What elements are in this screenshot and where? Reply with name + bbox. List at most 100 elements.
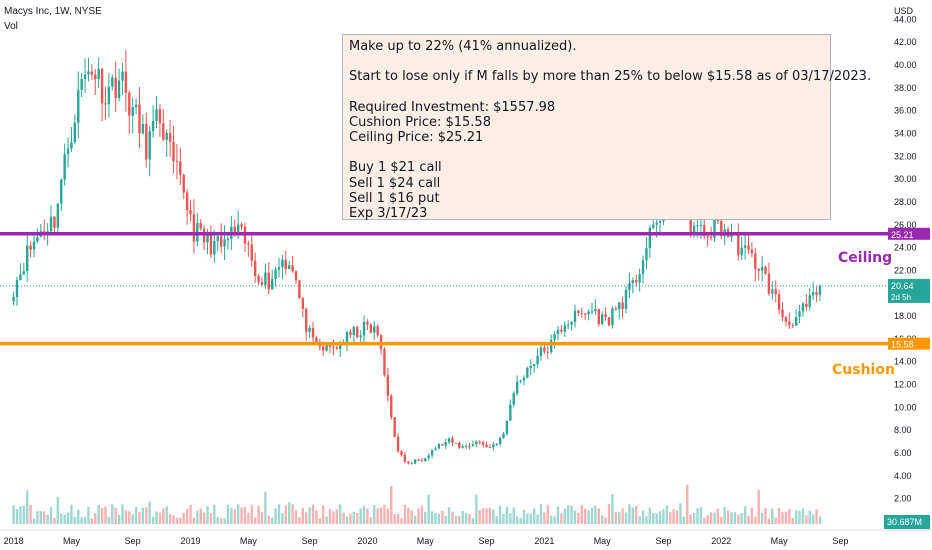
volume-bar [635,505,638,524]
candle-body [66,148,70,155]
candle-body [325,345,328,351]
candle-body [226,238,230,240]
volume-bar [464,513,468,524]
candle-body [73,122,77,143]
volume-bar [19,506,22,524]
volume-bar [400,518,403,524]
volume-bar [349,513,352,524]
volume-bar [53,518,56,524]
volume-bar [39,511,43,524]
candle-body [332,346,335,348]
volume-bar [219,518,223,524]
candle-body [247,243,250,245]
volume-bar [682,516,686,524]
candle-body [573,310,577,322]
volume-bar [757,489,760,524]
candle-body [216,236,219,242]
candle-body [519,380,522,382]
volume-bar [393,513,396,524]
volume-bar [322,505,325,524]
candle-body [458,442,461,448]
volume-bar [362,505,366,524]
volume-bar [189,505,192,524]
x-tick-label: 2022 [711,536,731,546]
volume-bar [805,515,808,524]
volume-bar [148,501,151,524]
x-tick-label: Sep [479,536,495,546]
x-tick-label: May [240,536,258,546]
volume-bar [131,514,134,524]
candle-body [288,265,291,270]
candle-body [777,294,781,310]
volume-bar [808,510,811,524]
volume-bar [512,507,515,524]
volume-bar [587,509,590,524]
candle-body [189,210,192,215]
candle-body [206,233,209,243]
strategy-note[interactable]: Make up to 22% (41% annualized). Start t… [342,34,871,222]
volume-bar [202,512,206,524]
volume-bar [461,510,464,524]
ceiling-tag [888,227,930,240]
volume-bar [376,508,379,524]
candle-body [584,313,587,315]
candle-body [94,74,97,80]
volume-bar [798,510,801,524]
candle-body [328,345,332,347]
candle-body [563,325,566,332]
volume-bar [767,518,771,524]
candle-body [597,309,600,325]
candle-body [111,77,114,87]
volume-bar [692,512,696,524]
candle-body [32,241,36,250]
volume-bar [573,510,577,524]
candle-body [390,395,393,418]
volume-bar [121,504,124,524]
candle-body [645,248,648,261]
volume-bar [447,507,451,524]
candle-body [696,225,699,227]
volume-bar [652,513,655,524]
volume-bar [760,512,764,524]
candle-body [652,224,655,228]
volume-bar [539,503,543,524]
candle-body [618,302,621,310]
candle-body [291,265,294,272]
volume-bar [165,506,168,524]
volume-bar [743,506,747,524]
candle-body [192,214,196,242]
y-tick-label: 36.00 [894,106,917,116]
y-tick-label: 32.00 [894,151,917,161]
volume-bar [70,504,73,524]
x-tick-label: Sep [302,536,318,546]
y-tick-label: 22.00 [894,265,917,275]
candle-body [97,68,100,80]
candle-body [90,71,94,75]
note-line: Exp 3/17/23 [349,206,428,222]
volume-bar [145,507,148,524]
volume-bar [390,486,393,524]
candle-body [339,344,342,349]
volume-bar [345,516,349,524]
candle-body [264,272,267,285]
volume-bar [318,518,322,524]
volume-bar [570,505,573,524]
candle-body [199,222,202,229]
candle-body [791,325,794,327]
volume-bar [298,517,301,524]
candle-body [781,309,784,318]
candle-body [468,445,471,447]
volume-bar [669,512,672,524]
volume-bar [12,505,15,524]
candle-body [410,463,413,465]
volume-bar [638,516,641,524]
candle-body [580,312,583,314]
candle-body [19,274,22,280]
volume-bar [420,505,424,524]
volume-bar [485,508,488,524]
candle-body [148,131,151,160]
candle-body [447,438,451,443]
candle-body [498,437,502,444]
volume-bar [788,508,791,524]
